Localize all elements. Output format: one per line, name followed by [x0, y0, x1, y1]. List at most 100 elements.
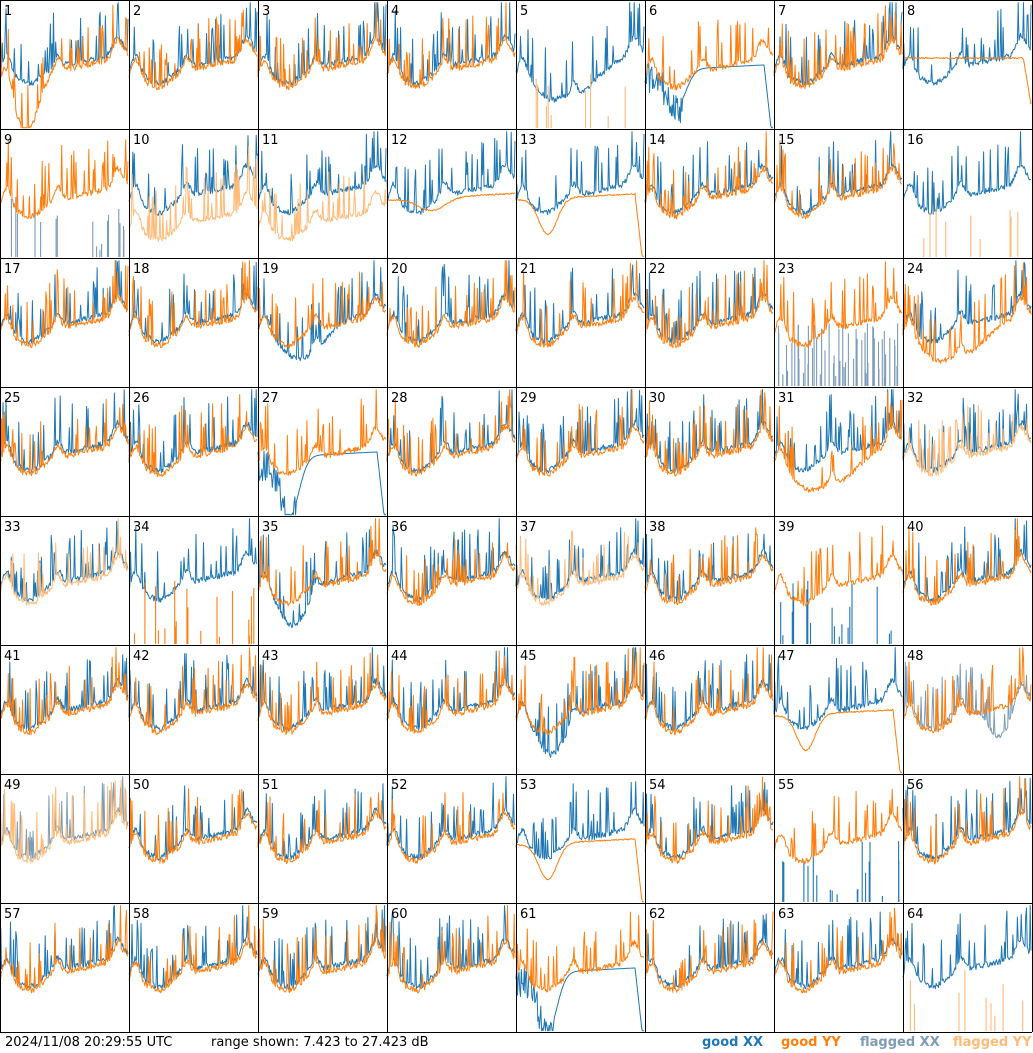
panel-54: 54: [644, 776, 774, 864]
panel-8-label: 8: [907, 4, 915, 19]
panel-31: 31: [773, 389, 903, 493]
panel-19-yy-trace: [257, 271, 387, 348]
panel-46-yy-trace: [644, 647, 774, 736]
panel-13-yy-trace: [515, 192, 645, 257]
panel-10: 10: [128, 133, 258, 242]
panel-35-label: 35: [262, 520, 279, 535]
panel-32-yy-trace: [902, 404, 1032, 478]
panel-59-label: 59: [262, 907, 279, 922]
panel-39-xx-trace: [780, 581, 892, 644]
panel-23-yy-trace: [773, 261, 903, 348]
panel-2: 2: [128, 2, 258, 91]
panel-18: 18: [128, 260, 258, 348]
panel-53-xx-trace: [515, 781, 645, 860]
panel-60-label: 60: [391, 907, 408, 922]
panel-51: 51: [257, 778, 387, 865]
panel-40-label: 40: [907, 520, 924, 535]
panel-33-label: 33: [4, 520, 21, 535]
panel-16-label: 16: [907, 133, 924, 148]
panel-38: 38: [644, 520, 774, 606]
legend-good-xx: good XX: [702, 1035, 764, 1050]
panel-24-yy-trace: [902, 262, 1032, 364]
panel-63-label: 63: [778, 907, 795, 922]
panel-28-label: 28: [391, 391, 408, 406]
panel-9-xx-trace: [10, 197, 125, 257]
panel-49-label: 49: [4, 778, 21, 793]
panel-48-xx-trace: [902, 661, 1032, 739]
panel-3-xx-trace: [257, 2, 387, 86]
panel-42-yy-trace: [128, 647, 258, 735]
panel-40-yy-trace: [902, 518, 1032, 606]
panel-11: 11: [257, 131, 387, 242]
panel-58-yy-trace: [128, 905, 258, 994]
panel-14-label: 14: [649, 133, 666, 148]
panel-9: 9: [0, 133, 129, 257]
panel-2-label: 2: [133, 4, 141, 19]
panel-35-xx-trace: [257, 529, 387, 629]
panel-57-xx-trace: [0, 905, 129, 989]
panel-29: 29: [515, 389, 645, 477]
panel-21: 21: [515, 260, 645, 348]
panel-62-yy-trace: [644, 911, 774, 993]
panel-20-label: 20: [391, 262, 408, 277]
panel-7-yy-trace: [773, 5, 903, 90]
panel-4-label: 4: [391, 4, 399, 19]
panel-43: 43: [257, 647, 387, 736]
panel-15-yy-trace: [773, 140, 903, 220]
panel-27-xx-trace: [257, 450, 386, 516]
panel-47-yy-trace: [773, 708, 903, 774]
panel-61-yy-trace: [515, 911, 645, 993]
panel-30: 30: [644, 389, 774, 477]
panel-25: 25: [0, 389, 129, 476]
panel-12-xx-trace: [386, 131, 516, 215]
panel-47: 47: [773, 647, 903, 774]
panel-46-label: 46: [649, 649, 666, 664]
panel-4-yy-trace: [386, 2, 516, 89]
panel-15-label: 15: [778, 133, 795, 148]
panel-45: 45: [515, 647, 645, 758]
panel-13: 13: [515, 131, 645, 257]
panel-55-label: 55: [778, 778, 795, 793]
legend-good-yy: good YY: [781, 1035, 841, 1050]
panel-11-xx-trace: [257, 131, 387, 216]
panel-59-yy-trace: [257, 905, 387, 994]
panel-56-yy-trace: [902, 776, 1031, 865]
panel-63-xx-trace: [773, 911, 903, 990]
panel-29-label: 29: [520, 391, 537, 406]
panel-39-yy-trace: [773, 525, 903, 607]
panel-14-yy-trace: [644, 131, 774, 220]
panel-44-yy-trace: [386, 650, 516, 734]
legend-flagged-yy: flagged YY: [953, 1035, 1032, 1050]
panel-50-label: 50: [133, 778, 150, 793]
panel-35-yy-trace: [257, 518, 387, 607]
panel-49: 49: [0, 776, 129, 864]
panel-42-label: 42: [133, 649, 150, 664]
panel-30-yy-trace: [644, 389, 774, 477]
panel-48-yy-trace: [902, 647, 1032, 734]
legend-flagged-xx: flagged XX: [860, 1035, 940, 1050]
panel-48-label: 48: [907, 649, 924, 664]
panel-12-label: 12: [391, 133, 408, 148]
panel-44-label: 44: [391, 649, 408, 664]
panel-41-label: 41: [4, 649, 21, 664]
footer: 2024/11/08 20:29:55 UTC range shown: 7.4…: [0, 1033, 1033, 1053]
panel-60-xx-trace: [386, 905, 516, 990]
panel-37: 37: [515, 518, 645, 606]
panel-20: 20: [386, 260, 516, 348]
panel-12: 12: [386, 131, 516, 215]
panel-8-yy-trace: [902, 56, 1032, 105]
panel-46: 46: [644, 647, 774, 736]
panel-8: 8: [902, 2, 1032, 105]
panel-34-label: 34: [133, 520, 150, 535]
panel-24: 24: [902, 260, 1032, 364]
panel-23-xx-trace: [777, 323, 899, 386]
panel-11-label: 11: [262, 133, 279, 148]
panel-62: 62: [644, 907, 774, 993]
panel-58: 58: [128, 905, 258, 994]
panel-63-yy-trace: [773, 907, 903, 994]
panel-54-yy-trace: [644, 776, 774, 864]
panel-57-label: 57: [4, 907, 21, 922]
panel-26-yy-trace: [128, 394, 258, 478]
panel-47-xx-trace: [773, 647, 903, 731]
panel-19: 19: [257, 260, 387, 362]
